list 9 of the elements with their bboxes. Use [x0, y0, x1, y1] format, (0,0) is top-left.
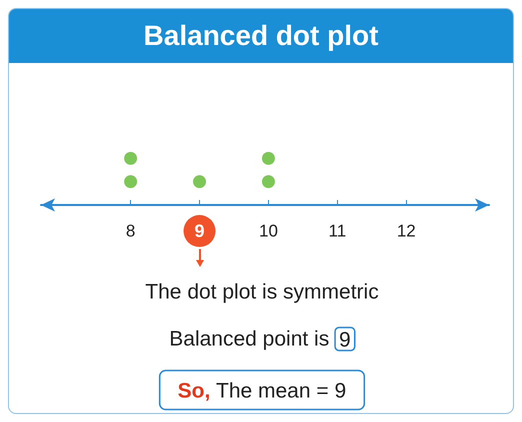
- chart-title: Balanced dot plot: [9, 9, 513, 63]
- x-tick-label: 10: [258, 222, 278, 240]
- text: So, The mean = 9: [178, 380, 346, 402]
- x-tick-label: 9: [194, 221, 205, 241]
- text: Balanced point is 9: [169, 328, 351, 352]
- x-tick-label: 8: [126, 222, 136, 240]
- text: The dot plot is symmetric: [145, 280, 379, 304]
- x-tick-label: 11: [328, 222, 346, 240]
- x-tick-label: 12: [396, 222, 416, 240]
